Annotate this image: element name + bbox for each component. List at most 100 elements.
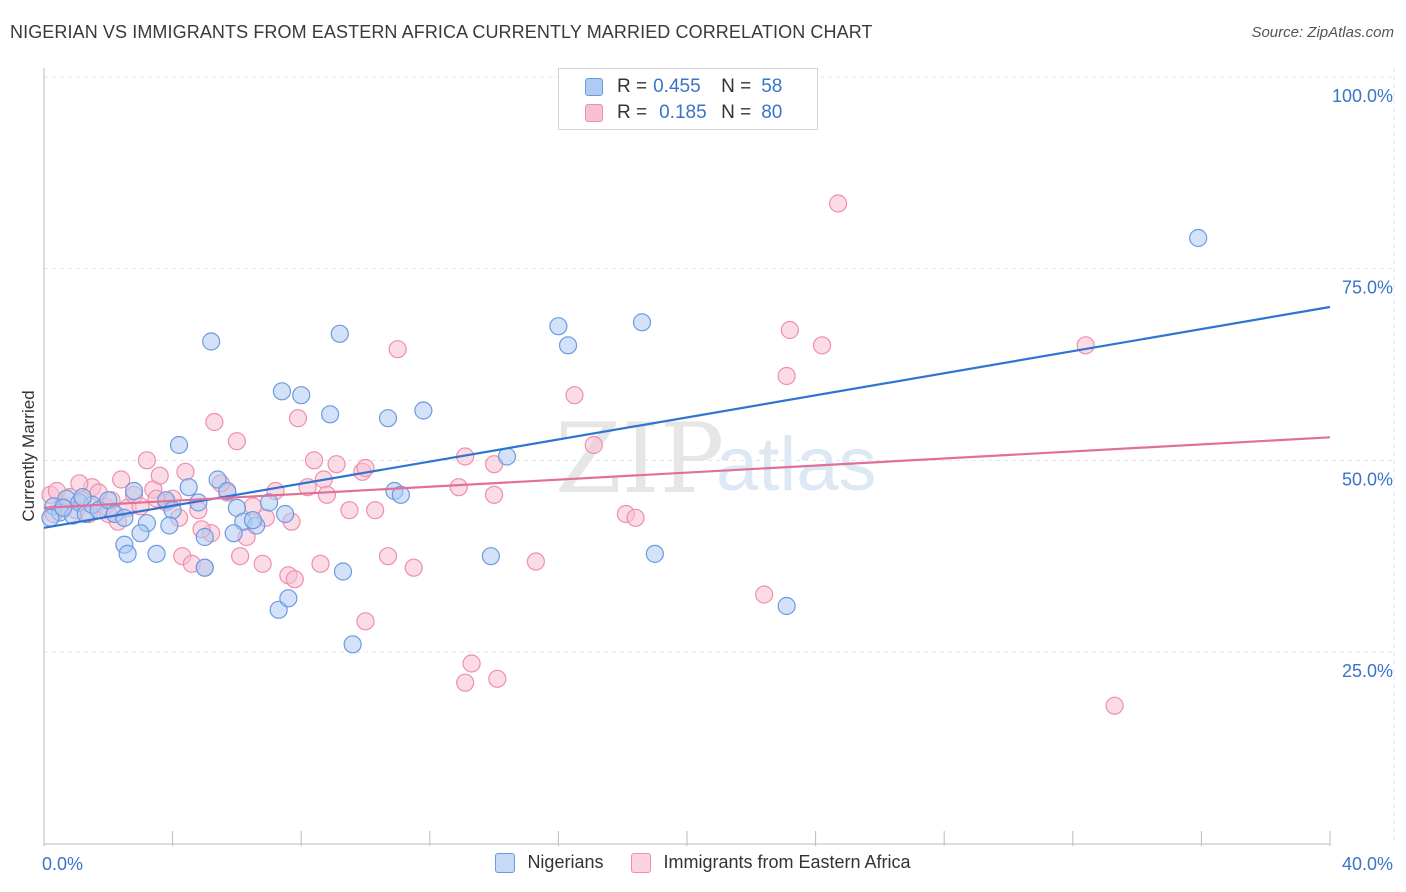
nigerians-point (632, 313, 652, 332)
nigerians-point (292, 386, 311, 405)
immigrants-point (388, 340, 407, 359)
nigerians-point (195, 527, 214, 547)
chart-title: NIGERIAN VS IMMIGRANTS FROM EASTERN AFRI… (10, 22, 873, 42)
nigerians-point (343, 635, 362, 654)
immigrants-point (253, 554, 272, 573)
nigerians-point (118, 544, 137, 563)
r-label: R = (617, 102, 648, 123)
nigerians-point (224, 524, 243, 543)
nigerians-point (169, 435, 189, 455)
immigrants-point (288, 409, 308, 428)
nigerians-point (243, 511, 263, 530)
tick-labels: 25.0% 50.0% 75.0% 100.0% 0.0% 40.0% (42, 86, 1393, 874)
immigrants-point (812, 336, 832, 355)
stats-row-nigerians: R = 0.455 N = 58 (585, 74, 782, 100)
stats-row-immigrants: R = 0.185 N = 80 (585, 100, 782, 126)
immigrants-point (227, 432, 246, 451)
immigrants-point (777, 366, 796, 386)
x-tick-label: 40.0% (1342, 854, 1393, 874)
immigrants-point (311, 554, 330, 573)
immigrants-point (112, 470, 131, 489)
y-tick-label: 75.0% (1342, 278, 1393, 298)
series-nigerians-points (41, 228, 1208, 654)
nigerians-point (276, 504, 295, 524)
immigrants-point (829, 194, 848, 213)
immigrants-point (340, 501, 359, 520)
immigrants-legend-swatch (631, 852, 652, 873)
immigrants-point (755, 585, 774, 604)
stats-legend: R = 0.455 N = 58 R = 0.185 N = 80 (558, 68, 818, 130)
nigerians-point (195, 558, 214, 577)
nigerians-point (279, 589, 298, 608)
immigrants-point (150, 466, 169, 485)
nigerians-point (131, 524, 150, 543)
nigerians-point (1189, 228, 1208, 248)
immigrants-point (231, 547, 250, 566)
nigerians-point (179, 478, 198, 497)
r-value: 0.185 (659, 102, 707, 123)
immigrants-point (304, 451, 324, 470)
y-axis-label: Currently Married (19, 390, 38, 521)
immigrants-point (456, 673, 475, 692)
immigrants-point (485, 485, 504, 504)
n-value: 80 (761, 102, 783, 123)
axes (43, 68, 1331, 846)
nigerians-point (202, 332, 221, 351)
r-label: R = (617, 76, 648, 97)
nigerians-point (124, 481, 144, 501)
immigrants-point (565, 386, 584, 405)
nigerians-point (497, 447, 517, 466)
n-label: N = (721, 102, 752, 123)
immigrants-point (584, 435, 603, 455)
nigerians-point (259, 493, 279, 512)
nigerians-point (330, 324, 349, 343)
immigrants-point (366, 501, 385, 520)
immigrants-point (462, 654, 481, 673)
trend-lines (43, 305, 1331, 529)
y-tick-label: 100.0% (1332, 86, 1393, 106)
immigrants-point (1076, 336, 1095, 355)
legend-item-immigrants[interactable]: Immigrants from Eastern Africa (631, 852, 911, 873)
nigerians-point (321, 405, 340, 424)
r-value: 0.455 (653, 76, 701, 97)
nigerians-point (73, 488, 92, 507)
y-tick-label: 25.0% (1342, 661, 1393, 681)
nigerians-trend-line (43, 305, 1331, 529)
nigerians-point (645, 544, 664, 563)
watermark-zip: ZIP (555, 403, 724, 515)
nigerians-point (391, 485, 410, 504)
legend-label: Immigrants from Eastern Africa (663, 852, 911, 872)
nigerians-point (147, 544, 166, 563)
nigerians-point (549, 317, 568, 336)
nigerians-point (378, 409, 398, 428)
nigerians-point (272, 382, 292, 401)
immigrants-point (780, 320, 799, 340)
legend-item-nigerians[interactable]: Nigerians (495, 852, 603, 873)
immigrants-point (285, 570, 304, 589)
nigerians-point (414, 401, 433, 420)
immigrants-point (1105, 696, 1124, 715)
immigrants-point (626, 508, 645, 527)
source-label: Source: ZipAtlas.com (1251, 24, 1394, 41)
immigrants-point (488, 669, 507, 688)
x-tick-label: 0.0% (42, 854, 83, 874)
n-label: N = (721, 76, 752, 97)
immigrants-point (449, 478, 468, 497)
legend-label: Nigerians (527, 852, 604, 872)
nigerians-point (333, 562, 353, 581)
nigerians-point (481, 547, 500, 566)
watermark: ZIP atlas (555, 403, 877, 515)
immigrants-point (205, 412, 224, 432)
immigrants-point (378, 547, 398, 566)
immigrants-swatch (585, 104, 603, 122)
immigrants-point (327, 455, 346, 474)
immigrants-point (137, 451, 156, 470)
nigerians-point (558, 336, 578, 355)
immigrants-trend-line (43, 436, 1331, 509)
series-legend: Nigerians Immigrants from Eastern Africa (0, 852, 1406, 873)
immigrants-point (526, 552, 545, 571)
nigerians-point (777, 596, 796, 616)
nigerians-legend-swatch (495, 852, 516, 873)
immigrants-point (356, 612, 375, 631)
